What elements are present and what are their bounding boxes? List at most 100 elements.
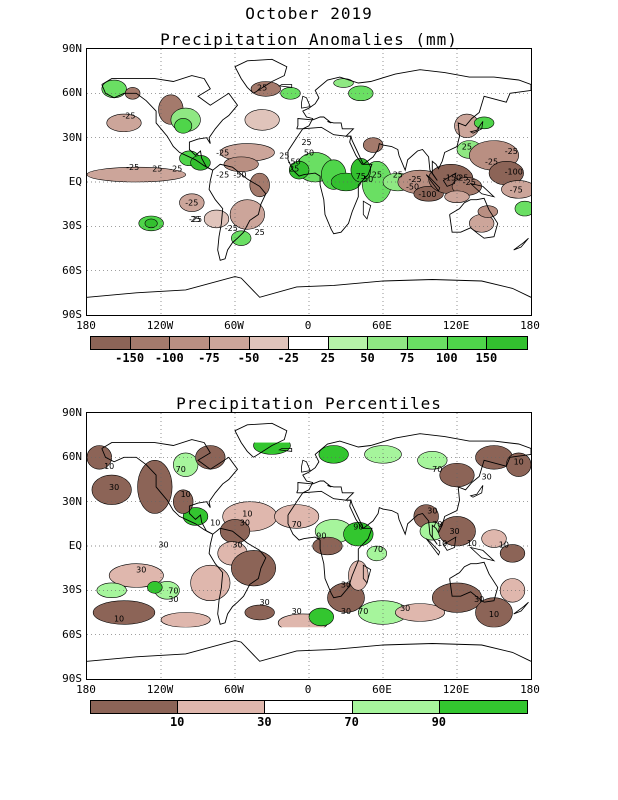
longitude-tick-label: 60W <box>224 319 244 332</box>
longitude-tick-label: 120W <box>146 683 174 696</box>
colorbar-label: 70 <box>344 715 359 729</box>
contour-label: 25 <box>255 228 265 237</box>
colorbar-swatch <box>91 701 179 713</box>
contour-label: -100 <box>505 168 523 177</box>
coastlines <box>87 58 531 298</box>
precip-contour-region <box>395 603 445 622</box>
contour-label: 30 <box>427 506 437 515</box>
precip-contour-region <box>108 563 164 588</box>
contour-label: 70 <box>168 586 178 595</box>
contour-label: 50 <box>363 175 373 184</box>
page-title: October 2019 <box>245 4 373 23</box>
latitude-tick-label: 30N <box>62 494 82 508</box>
latitude-tick-label: 30S <box>62 219 82 233</box>
contour-label: 10 <box>467 539 477 548</box>
latitude-tick-label: 90N <box>62 42 82 55</box>
contour-label: -50 <box>406 182 419 191</box>
colorbar-swatch <box>352 701 440 713</box>
contour-label: 70 <box>176 465 186 474</box>
contour-label: -25 <box>216 148 229 157</box>
contour-label: -25 <box>169 165 182 174</box>
longitude-tick-label: 180 <box>520 319 540 332</box>
longitude-tick-label: 120E <box>442 683 470 696</box>
precip-contour-region <box>366 545 388 562</box>
island-outline <box>362 200 372 220</box>
colorbar-label: 25 <box>320 351 336 365</box>
contour-label: 70 <box>358 607 368 616</box>
precip-contour-region <box>501 180 531 199</box>
contour-label: -50 <box>288 157 301 166</box>
precip-contour-region <box>144 218 158 229</box>
colorbar-label: -100 <box>154 351 184 365</box>
contour-label: -25 <box>122 111 135 120</box>
continent-outline <box>449 197 499 239</box>
contour-label: -25 <box>485 157 498 166</box>
precip-contour-region <box>439 462 475 488</box>
continent-outline <box>101 439 239 535</box>
precip-contour-region <box>333 78 354 88</box>
contour-label: -25 <box>409 175 422 184</box>
contour-label: -25 <box>216 171 229 180</box>
precip-contour-region <box>348 560 369 591</box>
precip-contour-region <box>308 607 334 627</box>
precip-contour-region <box>473 116 495 130</box>
precip-contour-region <box>274 504 320 529</box>
contour-label: 10 <box>210 518 220 527</box>
precip-contour-region <box>499 578 526 603</box>
precip-contour-region <box>231 550 277 587</box>
island-outline <box>425 174 441 192</box>
contour-label: 30 <box>109 483 119 492</box>
contour-label: 25 <box>372 171 382 180</box>
island-outline <box>425 538 441 556</box>
continent-outline <box>449 561 499 603</box>
island-outline <box>301 95 311 109</box>
percentiles-colorbar <box>90 700 528 714</box>
contour-label: -25 <box>185 199 198 208</box>
continent-outline <box>87 640 531 662</box>
continent-outline <box>234 58 288 94</box>
contour-label: 30 <box>260 598 270 607</box>
continent-outline <box>208 163 267 261</box>
colorbar-label: 50 <box>360 351 375 365</box>
colorbar-swatch <box>178 701 266 713</box>
coastlines <box>87 422 531 662</box>
latitude-tick-label: 90S <box>62 308 82 321</box>
contour-label: -75 <box>510 185 523 194</box>
precip-contour-region <box>229 199 265 230</box>
island-outline <box>469 546 496 562</box>
contour-label: -25 <box>225 224 238 233</box>
precip-contour-region <box>231 230 252 246</box>
precip-contour-region <box>444 190 470 203</box>
island-outline <box>513 237 529 251</box>
precip-contour-region <box>174 118 193 134</box>
contour-label: 30 <box>341 580 351 589</box>
longitude-tick-label: 60E <box>372 683 392 696</box>
contour-label: 30 <box>292 607 302 616</box>
contour-label: 10 <box>242 509 252 518</box>
colorbar-swatch <box>487 337 527 349</box>
colorbar-label: 150 <box>475 351 498 365</box>
colorbar-label: 30 <box>257 715 272 729</box>
contour-label: -25 <box>463 178 476 187</box>
precip-contour-region <box>160 612 211 628</box>
colorbar-swatch <box>289 337 329 349</box>
contour-label: 75 <box>356 172 366 181</box>
longitude-tick-label: 60W <box>224 683 244 696</box>
contour-label: 10 <box>489 610 499 619</box>
colorbar-swatch <box>130 337 171 349</box>
contour-label: -25 <box>455 174 468 183</box>
contour-label: 10 <box>114 614 124 623</box>
colorbar-swatch <box>328 337 369 349</box>
precip-contour-region <box>348 85 374 102</box>
colorbar-label: -25 <box>277 351 300 365</box>
latitude-tick-label: 60N <box>62 450 82 464</box>
precip-contour-region <box>477 205 499 218</box>
colorbar-label: -75 <box>198 351 220 365</box>
contour-label: -25 <box>505 147 518 156</box>
contour-label: -25 <box>126 163 139 172</box>
contour-label: 10 <box>514 458 524 467</box>
latitude-tick-label: 90N <box>62 406 82 419</box>
